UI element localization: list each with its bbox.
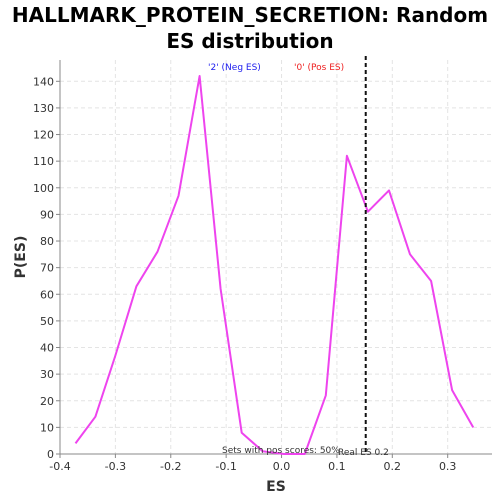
y-tick-label: 140 xyxy=(33,75,54,88)
y-tick-label: 80 xyxy=(40,235,54,248)
chart-title: HALLMARK_PROTEIN_SECRETION: Random ES di… xyxy=(11,3,489,53)
y-tick-label: 70 xyxy=(40,262,54,275)
x-tick-label: -0.2 xyxy=(160,460,181,473)
y-tick-label: 0 xyxy=(47,448,54,461)
y-tick-label: 40 xyxy=(40,342,54,355)
y-tick-label: 130 xyxy=(33,102,54,115)
y-tick-label: 100 xyxy=(33,182,54,195)
series xyxy=(74,75,475,455)
plot-area xyxy=(60,60,492,454)
es-distribution-line xyxy=(74,75,475,455)
y-tick-label: 30 xyxy=(40,368,54,381)
y-tick-label: 60 xyxy=(40,288,54,301)
y-tick-label: 110 xyxy=(33,155,54,168)
y-tick-label: 120 xyxy=(33,129,54,142)
x-tick-label: -0.1 xyxy=(215,460,236,473)
x-tick-label: 0.3 xyxy=(439,460,457,473)
pos-es-label: '0' (Pos ES) xyxy=(294,63,344,73)
x-axis-title: ES xyxy=(266,479,286,495)
y-tick-label: 50 xyxy=(40,315,54,328)
y-tick-label: 20 xyxy=(40,395,54,408)
x-tick-label: 0.0 xyxy=(273,460,291,473)
x-tick-label: -0.3 xyxy=(105,460,126,473)
x-tick-label: 0.1 xyxy=(328,460,346,473)
real-es-label: Real ES 0.2 xyxy=(338,448,389,458)
x-tick-label: -0.4 xyxy=(49,460,70,473)
y-axis-title: P(ES) xyxy=(13,236,29,279)
neg-es-label: '2' (Neg ES) xyxy=(208,63,261,73)
y-tick-label: 90 xyxy=(40,208,54,221)
x-tick-label: 0.2 xyxy=(384,460,402,473)
y-tick-label: 10 xyxy=(40,421,54,434)
x-ticks: -0.4 -0.3 -0.2 -0.1 0.0 0.1 0.2 0.3 xyxy=(49,454,456,473)
sets-pos-scores-label: Sets with pos scores: 50% xyxy=(222,446,340,456)
y-ticks: 0 10 20 30 40 50 60 70 80 90 100 110 120 130 140 xyxy=(33,75,60,461)
